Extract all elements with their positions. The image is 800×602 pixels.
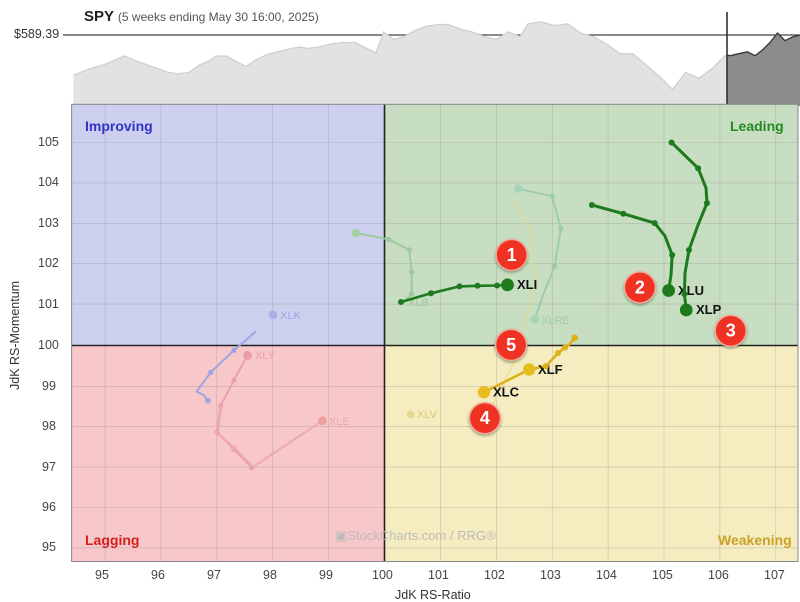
svg-text:XLF: XLF (538, 362, 563, 377)
svg-text:XLU: XLU (678, 283, 704, 298)
svg-text:XLE: XLE (329, 416, 350, 428)
svg-text:XLK: XLK (280, 310, 301, 322)
svg-text:4: 4 (480, 408, 490, 428)
svg-text:XLP: XLP (696, 302, 722, 317)
svg-text:XLI: XLI (517, 277, 537, 292)
svg-text:1: 1 (507, 245, 517, 265)
svg-text:XLY: XLY (255, 350, 276, 362)
svg-text:5: 5 (506, 335, 516, 355)
svg-text:3: 3 (726, 321, 736, 341)
svg-text:XLRE: XLRE (541, 315, 570, 327)
svg-text:XLC: XLC (493, 385, 520, 400)
svg-text:2: 2 (635, 277, 645, 297)
svg-text:XLV: XLV (417, 409, 438, 421)
